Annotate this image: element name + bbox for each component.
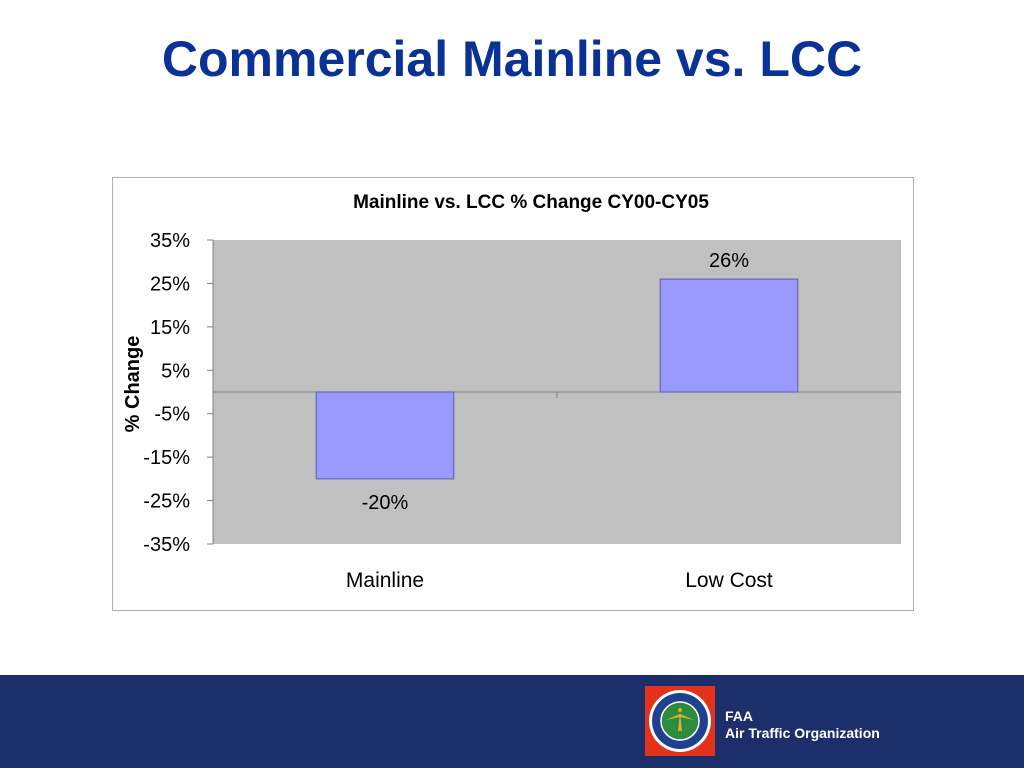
bar-chart: Mainline vs. LCC % Change CY00-CY05 % Ch… — [122, 192, 901, 592]
bar — [315, 391, 455, 480]
y-tick-label: -35% — [143, 534, 190, 556]
footer-org-line2: Air Traffic Organization — [725, 725, 880, 741]
footer-org-text: FAA Air Traffic Organization — [725, 708, 880, 742]
chart-frame: Mainline vs. LCC % Change CY00-CY05 % Ch… — [112, 177, 914, 611]
y-tick-label: -5% — [154, 404, 190, 426]
y-tick-label: 15% — [150, 317, 190, 339]
data-label: -20% — [362, 492, 409, 514]
y-tick-label: -15% — [143, 447, 190, 469]
data-label: 26% — [709, 250, 749, 272]
x-tick-label: Mainline — [346, 569, 424, 592]
bar — [659, 278, 799, 393]
chart-title: Mainline vs. LCC % Change CY00-CY05 — [353, 192, 709, 213]
y-tick-label: 5% — [161, 360, 190, 382]
faa-seal-icon — [645, 686, 715, 756]
page-title: Commercial Mainline vs. LCC — [161, 31, 863, 87]
y-tick-label: 35% — [150, 230, 190, 252]
y-axis-label: % Change — [122, 336, 144, 433]
y-tick-label: 25% — [150, 273, 190, 295]
footer-bar — [0, 675, 1024, 768]
x-tick-label: Low Cost — [685, 569, 773, 592]
footer-org-line1: FAA — [725, 708, 753, 724]
y-tick-label: -25% — [143, 491, 190, 513]
